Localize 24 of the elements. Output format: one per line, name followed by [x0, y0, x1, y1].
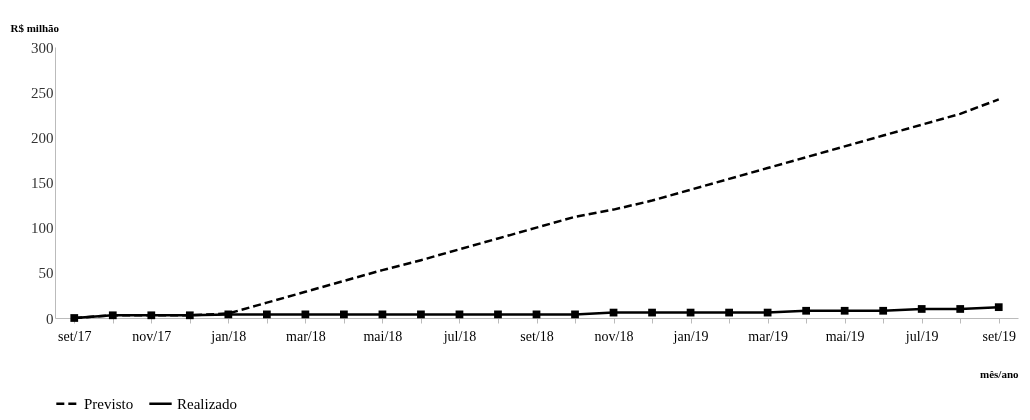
- x-tick-label: jan/19: [672, 328, 709, 344]
- x-tick-label: jul/18: [442, 328, 477, 344]
- y-tick-label: 250: [31, 84, 54, 101]
- x-axis-title: mês/ano: [980, 367, 1019, 380]
- y-tick-label: 200: [31, 129, 54, 146]
- x-tick-label: mai/19: [825, 328, 865, 344]
- y-axis-title: R$ milhão: [10, 21, 60, 34]
- x-tick-label: mar/19: [748, 328, 788, 344]
- y-tick-label: 100: [31, 220, 54, 237]
- x-tick-label: mai/18: [363, 328, 403, 344]
- x-tick-label: set/18: [520, 328, 554, 344]
- legend-label: Previsto: [84, 395, 134, 412]
- x-tick-label: jan/18: [210, 328, 247, 344]
- x-tick-label: mar/18: [286, 328, 326, 344]
- x-tick-label: nov/17: [132, 328, 172, 344]
- y-tick-label: 150: [31, 175, 54, 191]
- x-tick-label: nov/18: [594, 328, 634, 344]
- x-tick-label: set/17: [58, 328, 92, 344]
- y-tick-label: 0: [46, 310, 54, 327]
- legend-label: Realizado: [177, 395, 237, 412]
- x-tick-label: jul/19: [904, 328, 939, 344]
- y-tick-label: 300: [31, 39, 54, 56]
- x-tick-label: set/19: [982, 328, 1016, 344]
- y-tick-label: 50: [38, 265, 54, 282]
